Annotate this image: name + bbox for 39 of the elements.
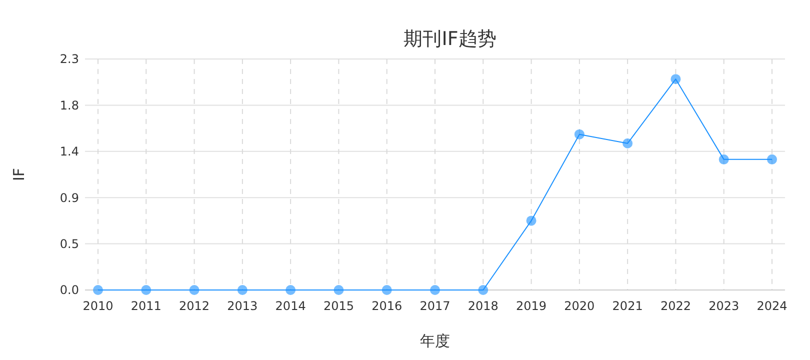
x-tick-label: 2011 <box>130 299 162 313</box>
y-tick-label: 1.8 <box>60 98 79 112</box>
x-tick-label: 2023 <box>708 299 740 313</box>
x-tick-label: 2014 <box>275 299 306 313</box>
point <box>430 285 440 295</box>
point <box>286 285 296 295</box>
y-tick-label: 0.5 <box>60 237 79 251</box>
x-tick-label: 2018 <box>468 299 498 313</box>
point <box>622 138 633 148</box>
point <box>189 285 200 295</box>
y-tick-label: 0.0 <box>60 283 79 298</box>
x-tick-label: 2020 <box>564 299 595 313</box>
y-tick-label: 2.3 <box>60 52 79 66</box>
point <box>93 285 103 295</box>
x-tick-label: 2013 <box>227 299 258 313</box>
point <box>237 285 248 295</box>
x-tick-label: 2015 <box>323 299 354 313</box>
point <box>141 285 152 295</box>
point <box>574 129 584 140</box>
x-tick-label: 2024 <box>756 299 788 313</box>
x-tick-label: 2019 <box>516 299 547 313</box>
point <box>718 154 729 164</box>
point <box>478 285 488 295</box>
point <box>526 216 536 226</box>
chart-title: 期刊IF趋势 <box>404 28 496 50</box>
x-tick-label: 2017 <box>420 299 450 313</box>
point <box>767 154 777 164</box>
point <box>334 285 344 295</box>
point <box>670 74 681 84</box>
y-axis-title: IF <box>10 168 28 182</box>
point <box>382 285 392 295</box>
x-tick-label: 2016 <box>372 299 402 313</box>
x-tick-label: 2010 <box>82 299 114 313</box>
x-tick-label: 2012 <box>179 299 210 313</box>
y-tick-label: 0.9 <box>60 190 79 205</box>
x-tick-label: 2022 <box>660 299 691 313</box>
x-tick-label: 2021 <box>612 299 643 313</box>
x-axis-title: 年度 <box>420 332 450 350</box>
y-tick-label: 1.4 <box>60 144 79 159</box>
